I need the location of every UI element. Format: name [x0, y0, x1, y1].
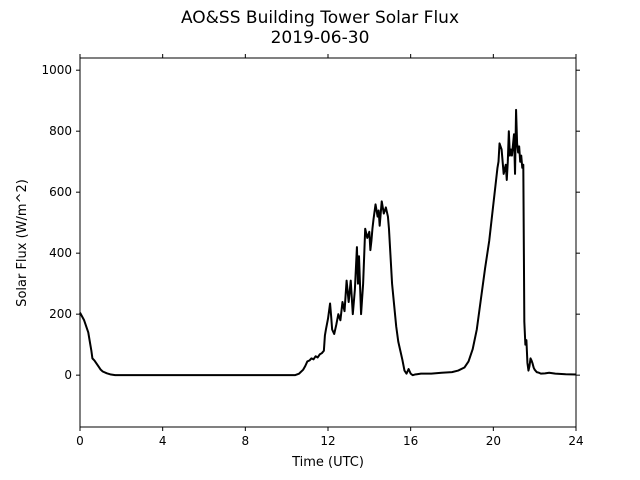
- series-line-0: [79, 108, 577, 377]
- x-tick-label: 24: [568, 434, 583, 448]
- y-tick-label: 600: [49, 185, 72, 199]
- x-axis-label: Time (UTC): [291, 455, 364, 470]
- chart-title-line: AO&SS Building Tower Solar Flux: [180, 8, 460, 28]
- plot-frame: [79, 57, 577, 428]
- y-tick-label: 200: [49, 307, 72, 321]
- chart-subtitle: 2019-06-30: [270, 28, 370, 48]
- x-tick-label: 16: [403, 434, 418, 448]
- chart-title: AO&SS Building Tower Solar Flux 2019-06-…: [0, 8, 640, 48]
- x-tick-label: 8: [242, 434, 250, 448]
- y-tick-label: 0: [64, 368, 72, 382]
- plot-area: [79, 108, 577, 377]
- x-tick-label: 4: [159, 434, 167, 448]
- y-tick-label: 800: [49, 124, 72, 138]
- axis-ticks: 0 4 8 12 16 20 24 0 200 400 600 800 1000: [41, 54, 584, 448]
- x-tick-label: 20: [486, 434, 501, 448]
- x-tick-label: 0: [76, 434, 84, 448]
- y-tick-label: 1000: [41, 63, 72, 77]
- x-tick-label: 12: [320, 434, 335, 448]
- y-tick-label: 400: [49, 246, 72, 260]
- y-axis-label: Solar Flux (W/m^2): [15, 179, 30, 307]
